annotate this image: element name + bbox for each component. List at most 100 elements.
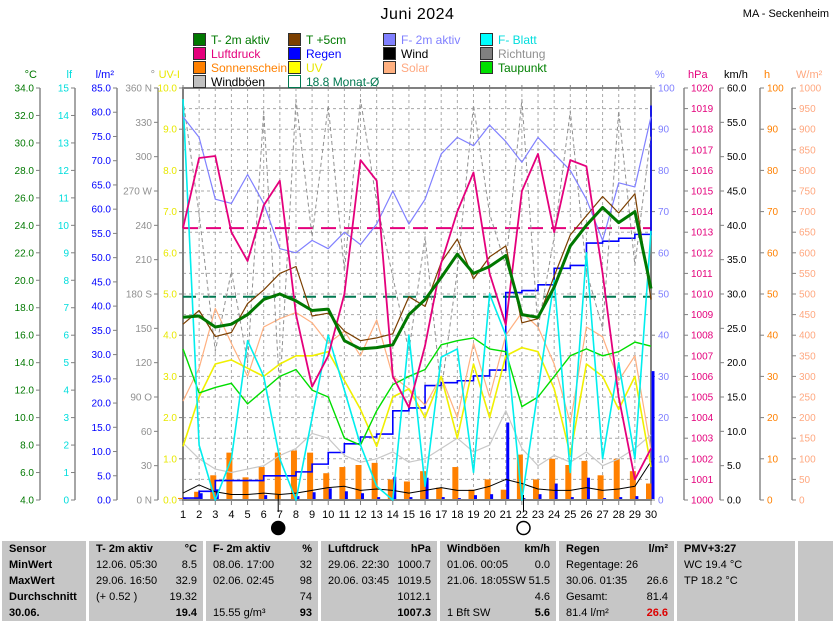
axis-kmh: 60.0 55.0 50.0 45.0 40.0 35.0 30.0 25.0 20.0 15.0… <box>719 69 748 507</box>
axis-lm2-tick-label: 85.0 <box>92 84 112 95</box>
axis-uvi: 10.0 9.0 8.0 7.0 6.0 5.0 4.0 3.0 2.0 1.0 0.0 UV-I <box>158 69 184 507</box>
axis-degC-tick-label: 12.0 <box>15 386 35 397</box>
legend-item-f2m: F- 2m aktiv <box>383 33 460 47</box>
day-label: 20 <box>483 509 495 521</box>
axis-h-tick-label: 20 <box>767 413 779 424</box>
axis-h-tick-label: 80 <box>767 166 779 177</box>
day-label: 15 <box>403 509 415 521</box>
day-label: 10 <box>322 509 334 521</box>
axis-degC-tick-label: 6.0 <box>20 468 34 479</box>
axis-wm2-tick-label: 0 <box>799 496 805 507</box>
legend-item-windboeen: Windböen <box>193 75 265 89</box>
axis-hPa-tick-label: 1016 <box>691 166 714 177</box>
axis-lf-tick-label: 10 <box>58 221 70 232</box>
axis-hPa-tick-label: 1005 <box>691 393 714 404</box>
axis-wm2-tick-label: 900 <box>799 125 816 136</box>
day-label: 30 <box>645 509 657 521</box>
table-row-labels: Sensor MinWert MaxWert Durchschnitt 30.06. <box>2 541 86 621</box>
day-label: 21 <box>500 509 512 521</box>
axis-hPa-tick-label: 1004 <box>691 413 714 424</box>
day-label: 17 <box>435 509 447 521</box>
day-label: 12 <box>354 509 366 521</box>
legend-label: Richtung <box>498 47 546 61</box>
axis-pct-tick-label: 30 <box>658 372 670 383</box>
axis-wm2: 1000950900850800750700650600550500450400… <box>791 69 823 507</box>
axis-kmh-tick-label: 5.0 <box>727 461 741 472</box>
axis-lf-tick-label: 1 <box>63 468 69 479</box>
table-cell-left: 01.06. 00:05 <box>447 559 509 571</box>
axis-h-tick-label: 30 <box>767 372 779 383</box>
table-cell-value: 32.9 <box>175 575 197 587</box>
axis-wm2-tick-label: 550 <box>799 269 816 280</box>
axis-lm2-tick-label: 20.0 <box>92 399 112 410</box>
day-label: 28 <box>613 509 625 521</box>
station-label: MA - Seckenheim <box>742 8 829 20</box>
table-col-title: Windböen <box>447 543 501 555</box>
table-cell-value: 19.32 <box>169 591 197 603</box>
day-label: 6 <box>261 509 267 521</box>
series-sonnenschein <box>178 450 652 499</box>
table-cell-value: 26.6 <box>646 607 668 619</box>
axis-lm2-tick-label: 65.0 <box>92 180 112 191</box>
day-label: 23 <box>532 509 544 521</box>
axis-lm2-tick-label: 5.0 <box>97 471 111 482</box>
axis-lm2-tick-label: 30.0 <box>92 350 112 361</box>
t2m-swatch-icon <box>193 33 206 46</box>
axis-pct-tick-label: 10 <box>658 454 670 465</box>
legend-label: F- Blatt <box>498 33 537 47</box>
day-label: 2 <box>196 509 202 521</box>
table-cell-left: 08.06. 17:00 <box>213 559 275 571</box>
table-cell-value: 0.0 <box>534 559 550 571</box>
axis-dir-tick-label: 210 <box>135 255 152 266</box>
legend-item-t5cm: T +5cm <box>288 33 346 47</box>
axis-pct-tick-label: 0 <box>658 496 664 507</box>
axis-kmh-tick-label: 0.0 <box>727 496 741 507</box>
axis-wm2-tick-label: 600 <box>799 248 816 259</box>
axis-degC-tick-label: 28.0 <box>15 166 35 177</box>
series-solar <box>182 307 652 451</box>
axis-kmh-tick-label: 25.0 <box>727 324 747 335</box>
axis-wm2-tick-label: 250 <box>799 393 816 404</box>
axis-lm2-tick-label: 25.0 <box>92 374 112 385</box>
axis-hPa: 1020 1019 1018 1017 1016 1015 1014 1013 1012 1011… <box>683 69 714 507</box>
axis-wm2-tick-label: 750 <box>799 187 816 198</box>
axis-lm2-tick-label: 50.0 <box>92 253 112 264</box>
axis-dir-tick-label: 0 N <box>136 496 152 507</box>
table-col-title: F- 2m aktiv <box>213 543 271 555</box>
axis-pct-tick-label: 20 <box>658 413 670 424</box>
axis-wm2-title: W/m² <box>796 69 823 81</box>
new-moon-icon <box>270 520 286 536</box>
axis-degC-tick-label: 32.0 <box>15 111 35 122</box>
axis-wm2-tick-label: 350 <box>799 351 816 362</box>
legend-label: Sonnenschein <box>211 61 288 75</box>
axis-hPa-tick-label: 1014 <box>691 207 714 218</box>
regen-swatch-icon <box>288 47 301 60</box>
table-cell-left: 81.4 l/m² <box>566 607 609 619</box>
axis-kmh-tick-label: 55.0 <box>727 118 747 129</box>
axis-hPa-tick-label: 1010 <box>691 290 714 301</box>
axis-h-tick-label: 70 <box>767 207 779 218</box>
axis-lf-tick-label: 13 <box>58 138 70 149</box>
table-row-label: 30.06. <box>9 607 40 619</box>
legend-item-regen: Regen <box>288 47 341 61</box>
axis-hPa-tick-label: 1000 <box>691 496 714 507</box>
day-label: 4 <box>228 509 234 521</box>
table-cell-left: 30.06. 01:35 <box>566 575 628 587</box>
full-moon-icon <box>516 520 531 536</box>
axis-lf-tick-label: 0 <box>63 496 69 507</box>
axis-degC-tick-label: 20.0 <box>15 276 35 287</box>
day-label: 14 <box>387 509 399 521</box>
table-cell-left: Regentage: 26 <box>566 559 639 571</box>
axis-pct-tick-label: 80 <box>658 166 670 177</box>
plot-frame <box>182 87 652 501</box>
table-col-title: PMV+3:27 <box>684 543 737 555</box>
table-cell-value: 74 <box>299 591 312 603</box>
t5cm-swatch-icon <box>288 33 301 46</box>
axis-hPa-tick-label: 1012 <box>691 248 714 259</box>
uv-swatch-icon <box>288 61 301 74</box>
axis-lm2-tick-label: 45.0 <box>92 277 112 288</box>
axis-wm2-tick-label: 850 <box>799 145 816 156</box>
day-label: 27 <box>596 509 608 521</box>
legend-label: Luftdruck <box>211 47 261 61</box>
day-label: 18 <box>451 509 463 521</box>
